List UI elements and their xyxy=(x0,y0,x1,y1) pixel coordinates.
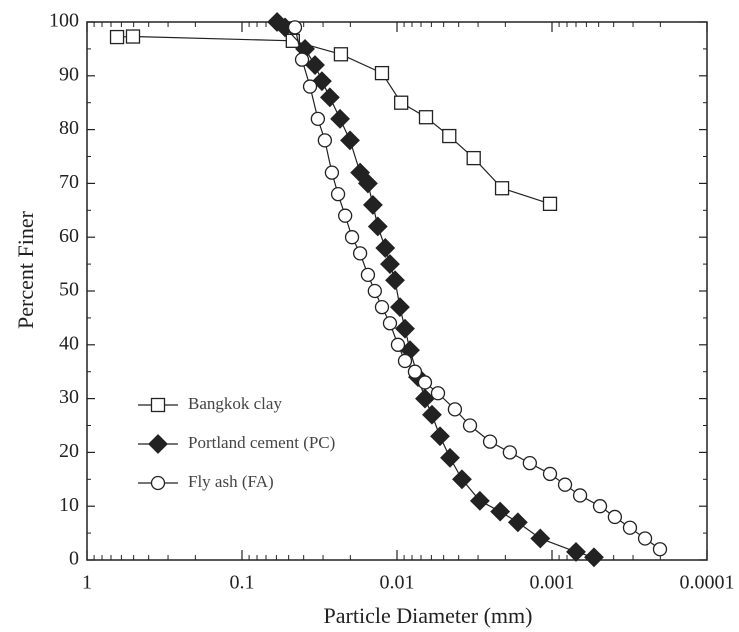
circle-marker xyxy=(287,20,303,35)
diamond-marker xyxy=(440,447,460,468)
diamond-marker xyxy=(469,490,490,511)
x-axis-title: Particle Diameter (mm) xyxy=(324,603,533,628)
square-marker xyxy=(418,110,434,125)
legend-marker xyxy=(148,434,168,454)
y-tick-label: 70 xyxy=(59,171,79,193)
diamond-marker xyxy=(490,501,511,522)
circle-marker xyxy=(622,520,638,535)
y-tick-label: 60 xyxy=(59,225,79,247)
diamond-marker xyxy=(358,173,378,194)
circle-marker xyxy=(482,434,498,449)
circle-marker xyxy=(592,499,608,514)
y-tick-label: 20 xyxy=(59,440,79,462)
diamond-marker xyxy=(305,55,325,75)
circle-marker xyxy=(652,542,668,557)
legend-label: Fly ash (FA) xyxy=(188,472,274,491)
circle-marker xyxy=(382,316,398,331)
circle-marker xyxy=(522,456,537,471)
square-marker xyxy=(466,150,481,166)
circle-marker xyxy=(430,386,446,401)
y-tick-label: 50 xyxy=(59,279,79,301)
y-tick-label: 40 xyxy=(59,332,79,354)
legend-label: Bangkok clay xyxy=(188,394,282,413)
diamond-marker xyxy=(385,270,405,291)
circle-marker xyxy=(542,466,558,482)
y-tick-label: 100 xyxy=(49,10,79,32)
circle-marker xyxy=(447,402,463,417)
legend-label: Portland cement (PC) xyxy=(188,433,335,452)
x-tick-label: 0.1 xyxy=(230,572,255,594)
circle-marker xyxy=(294,52,310,67)
y-axis-title: Percent Finer xyxy=(13,210,38,329)
x-tick-label: 0.001 xyxy=(530,572,575,594)
circle-marker xyxy=(374,299,390,315)
square-marker xyxy=(542,196,558,211)
diamond-marker xyxy=(507,512,528,533)
y-tick-label: 90 xyxy=(59,63,79,85)
circle-marker xyxy=(557,477,573,492)
circle-marker xyxy=(324,165,340,180)
y-tick-label: 10 xyxy=(59,494,79,516)
diamond-marker xyxy=(566,542,586,562)
diamond-marker xyxy=(340,130,360,151)
square-marker xyxy=(109,29,125,45)
circle-marker xyxy=(502,445,518,460)
series-line xyxy=(294,27,661,550)
diamond-marker xyxy=(375,238,396,258)
diamond-marker xyxy=(330,108,350,129)
circle-marker xyxy=(317,133,333,148)
circle-marker xyxy=(397,353,413,369)
diamond-marker xyxy=(380,254,400,275)
x-tick-label: 0.0001 xyxy=(680,572,735,594)
x-tick-label: 0.01 xyxy=(380,572,415,594)
diamond-marker xyxy=(415,388,435,409)
circle-marker xyxy=(367,283,382,299)
y-tick-label: 30 xyxy=(59,386,79,408)
diamond-marker xyxy=(430,426,450,447)
circle-marker xyxy=(417,375,433,390)
diamond-marker xyxy=(422,404,442,425)
y-tick-label: 80 xyxy=(59,117,79,139)
circle-marker xyxy=(302,79,318,94)
square-marker xyxy=(394,95,409,110)
legend-marker xyxy=(150,397,166,413)
x-tick-label: 1 xyxy=(82,572,92,594)
circle-marker xyxy=(572,488,588,503)
square-marker xyxy=(285,33,300,48)
legend-marker xyxy=(150,475,166,491)
circle-marker xyxy=(330,187,346,202)
circle-marker xyxy=(462,418,478,433)
circle-marker xyxy=(390,337,406,352)
diamond-marker xyxy=(367,216,388,237)
square-marker xyxy=(374,65,390,81)
diamond-marker xyxy=(363,195,383,215)
circle-marker xyxy=(344,230,360,245)
diamond-marker xyxy=(530,528,551,549)
diamond-marker xyxy=(395,318,415,339)
square-marker xyxy=(442,128,457,144)
square-marker xyxy=(494,181,510,196)
circle-marker xyxy=(607,509,623,525)
circle-marker xyxy=(310,111,326,126)
square-marker xyxy=(125,29,141,44)
diamond-marker xyxy=(390,297,410,318)
circle-marker xyxy=(407,364,423,379)
diamond-marker xyxy=(584,547,604,568)
diamond-marker xyxy=(312,71,332,92)
circle-marker xyxy=(338,208,353,223)
diamond-marker xyxy=(452,469,472,490)
diamond-marker xyxy=(319,87,340,108)
y-tick-label: 0 xyxy=(69,548,79,570)
circle-marker xyxy=(637,531,653,546)
square-marker xyxy=(333,47,349,62)
circle-marker xyxy=(360,267,376,283)
circle-marker xyxy=(352,246,368,261)
